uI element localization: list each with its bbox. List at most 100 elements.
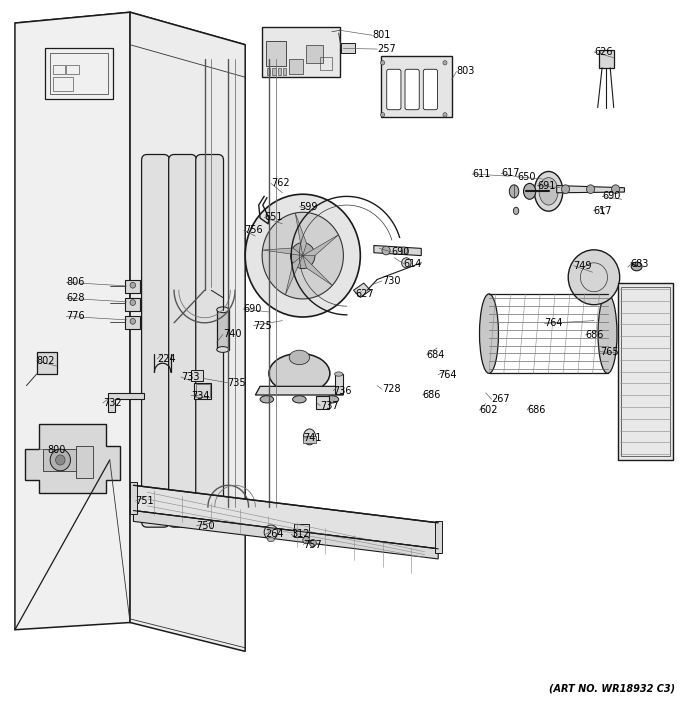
Ellipse shape [479, 294, 498, 373]
Text: 737: 737 [320, 401, 339, 411]
Ellipse shape [539, 178, 558, 205]
Polygon shape [557, 186, 624, 193]
Polygon shape [262, 248, 303, 256]
Text: 733: 733 [181, 372, 199, 382]
Bar [381, 56, 452, 117]
Polygon shape [303, 235, 339, 256]
Text: 802: 802 [37, 356, 55, 366]
Circle shape [290, 243, 315, 268]
Ellipse shape [534, 172, 563, 211]
Bar [125, 316, 140, 329]
Text: 690: 690 [602, 191, 620, 202]
Circle shape [262, 212, 343, 299]
Text: 650: 650 [517, 172, 536, 182]
Ellipse shape [631, 262, 642, 270]
Bar [277, 68, 281, 75]
Ellipse shape [325, 396, 339, 403]
Bar [53, 65, 65, 74]
Bar [262, 27, 340, 78]
Ellipse shape [269, 354, 330, 393]
Bar [265, 41, 286, 67]
Circle shape [264, 525, 277, 539]
Polygon shape [354, 283, 371, 297]
Bar [125, 297, 140, 310]
Text: 257: 257 [377, 44, 396, 54]
Bar [67, 65, 79, 74]
FancyBboxPatch shape [141, 154, 169, 527]
Polygon shape [374, 246, 422, 256]
Circle shape [130, 318, 135, 324]
Text: 686: 686 [527, 405, 545, 415]
Text: 735: 735 [228, 378, 246, 388]
Circle shape [381, 61, 385, 65]
Polygon shape [133, 510, 438, 559]
Text: 627: 627 [355, 289, 373, 299]
Ellipse shape [289, 350, 309, 365]
Polygon shape [108, 393, 143, 412]
Text: 756: 756 [244, 225, 262, 236]
Bar [621, 286, 670, 457]
Ellipse shape [335, 372, 343, 376]
Text: 686: 686 [585, 330, 604, 340]
Polygon shape [25, 424, 120, 492]
Bar [283, 68, 286, 75]
Bar [46, 49, 113, 99]
Text: 736: 736 [333, 386, 352, 396]
Text: 734: 734 [191, 391, 209, 401]
Polygon shape [256, 386, 343, 395]
Circle shape [562, 185, 570, 194]
Text: 751: 751 [135, 496, 154, 506]
Polygon shape [286, 256, 303, 295]
Text: 683: 683 [630, 260, 649, 269]
Bar [37, 352, 57, 374]
Bar [272, 68, 275, 75]
Text: 740: 740 [223, 329, 241, 339]
Text: 800: 800 [48, 445, 66, 455]
Text: 730: 730 [382, 276, 401, 286]
Bar [598, 50, 613, 68]
Circle shape [443, 112, 447, 117]
Polygon shape [130, 12, 245, 651]
Text: (ART NO. WR18932 C3): (ART NO. WR18932 C3) [549, 684, 675, 694]
Text: 224: 224 [157, 354, 175, 364]
Bar [196, 384, 210, 397]
Text: 602: 602 [479, 405, 498, 415]
Bar [76, 446, 92, 478]
Bar [53, 77, 73, 91]
Bar [320, 57, 332, 70]
Circle shape [568, 250, 619, 304]
Circle shape [587, 185, 594, 194]
Text: 732: 732 [103, 398, 122, 408]
Text: 803: 803 [456, 67, 475, 76]
Bar [217, 310, 229, 349]
Ellipse shape [217, 307, 229, 312]
Text: 762: 762 [271, 178, 290, 188]
Text: 599: 599 [299, 202, 318, 212]
Bar [617, 283, 673, 460]
Text: 806: 806 [67, 278, 85, 287]
Text: 617: 617 [501, 168, 520, 178]
Circle shape [130, 282, 135, 288]
Circle shape [309, 539, 316, 547]
Circle shape [443, 61, 447, 65]
FancyBboxPatch shape [387, 70, 401, 109]
Text: 614: 614 [404, 259, 422, 268]
Bar [341, 43, 355, 54]
Text: 651: 651 [264, 212, 283, 223]
Ellipse shape [303, 429, 316, 445]
Text: 690: 690 [392, 247, 410, 257]
Bar [294, 524, 309, 537]
Circle shape [381, 112, 385, 117]
Bar [125, 280, 140, 293]
Bar [306, 45, 323, 63]
Text: 801: 801 [373, 30, 391, 41]
Text: 686: 686 [423, 390, 441, 400]
Bar [316, 397, 329, 410]
Ellipse shape [509, 185, 519, 198]
Ellipse shape [267, 537, 274, 542]
Text: 626: 626 [594, 47, 613, 57]
Text: 765: 765 [600, 347, 619, 357]
Ellipse shape [598, 294, 617, 373]
Text: 691: 691 [537, 181, 556, 191]
Bar [44, 450, 78, 471]
